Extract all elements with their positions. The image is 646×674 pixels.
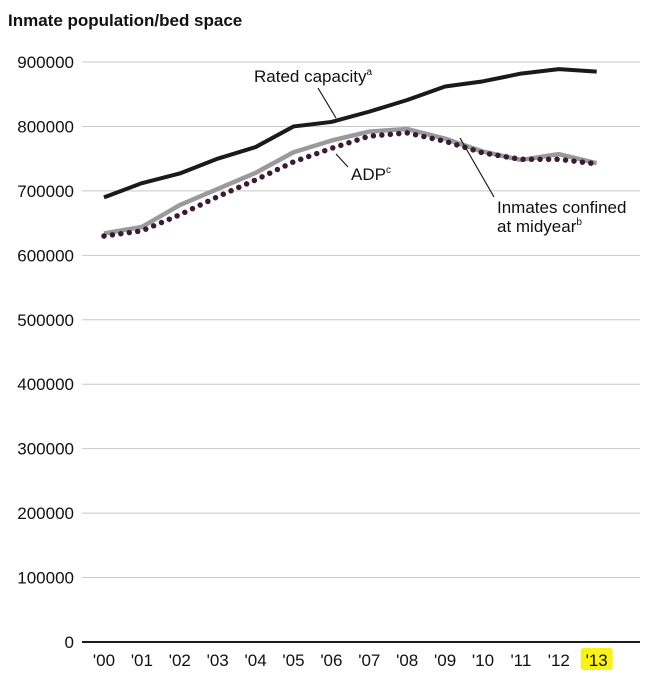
y-tick-label: 200000 [17,504,74,523]
highlight-box [580,648,613,670]
x-tick-label: '00 [93,651,115,670]
label-rated-capacity: Rated capacitya [254,67,372,86]
label-adp: ADPc [351,165,391,184]
x-tick-label: '08 [396,651,418,670]
x-tick-label: '10 [472,651,494,670]
y-tick-label: 800000 [17,117,74,136]
y-axis-tick-labels: 0 100000 200000 300000 400000 500000 600000 700… [17,53,74,652]
gridlines [82,61,640,579]
x-axis: '00 '01 '02 '03 '04 '05 '06 '07 '08 '09 '10 '11 '12 '… [82,641,640,670]
label-inmates-confined: Inmates confined [497,198,626,217]
y-tick-label: 600000 [17,246,74,265]
label-inmates-confined: at midyearb [497,217,582,236]
x-tick-label: '11 [510,651,531,670]
y-tick-label: 700000 [17,182,74,201]
series-line-rated-capacity [103,67,597,200]
y-tick-label: 900000 [17,53,74,72]
x-tick-label: '02 [169,651,191,670]
leader-line-inmates-confined [459,137,495,198]
x-tick-label: '13 [586,651,608,670]
y-tick-label: 500000 [17,311,74,330]
y-tick-label: 300000 [17,440,74,459]
y-tick-label: 100000 [17,569,74,588]
series-lines [101,67,600,239]
x-tick-label: '12 [548,651,570,670]
x-tick-label: '04 [245,651,267,670]
chart-title: Inmate population/bed space [8,11,242,30]
x-tick-label: '05 [282,651,304,670]
series-line-adp [101,130,600,239]
leader-line-adp [335,153,349,168]
x-tick-label: '06 [320,651,342,670]
x-tick-label: '01 [131,651,153,670]
leader-line-rated-capacity [317,87,337,119]
x-tick-label: '03 [207,651,229,670]
y-tick-label: 400000 [17,375,74,394]
y-tick-label: 0 [65,633,74,652]
x-tick-label: '09 [434,651,456,670]
x-tick-label: '07 [358,651,380,670]
